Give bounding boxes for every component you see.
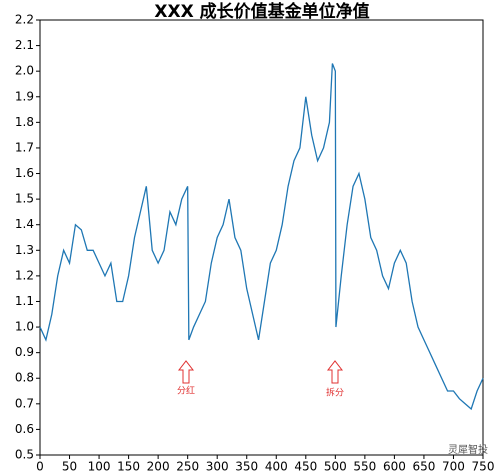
- x-tick-label: 600: [383, 460, 406, 474]
- y-tick-label: 0.6: [15, 422, 34, 436]
- x-tick-label: 250: [176, 460, 199, 474]
- y-tick-label: 1.5: [15, 192, 34, 206]
- x-tick-label: 700: [442, 460, 465, 474]
- x-tick-label: 650: [412, 460, 435, 474]
- x-tick-label: 300: [206, 460, 229, 474]
- y-tick-label: 1.7: [15, 140, 34, 154]
- x-tick-label: 50: [62, 460, 77, 474]
- x-tick-label: 550: [353, 460, 376, 474]
- watermark: 灵犀智投: [448, 443, 488, 456]
- x-tick-label: 100: [88, 460, 111, 474]
- y-tick-label: 0.7: [15, 396, 34, 410]
- x-tick-label: 150: [117, 460, 140, 474]
- x-tick-label: 450: [294, 460, 317, 474]
- plot-frame: [39, 19, 484, 456]
- y-tick-label: 1.2: [15, 268, 34, 282]
- y-tick-label: 1.1: [15, 294, 34, 308]
- x-tick-label: 750: [472, 460, 495, 474]
- y-tick-label: 1.0: [15, 320, 34, 334]
- chart-title: XXX 成长价值基金单位净值: [154, 1, 369, 22]
- y-tick-label: 2.0: [15, 64, 34, 78]
- y-tick-label: 0.8: [15, 371, 34, 385]
- y-tick-label: 0.9: [15, 345, 34, 359]
- y-tick-label: 2.1: [15, 38, 34, 52]
- y-tick-label: 1.4: [15, 217, 34, 231]
- annotation: 拆分: [326, 387, 344, 399]
- annotation-arrow: [177, 360, 344, 384]
- y-tick-label: 1.3: [15, 243, 34, 257]
- line-series: [39, 63, 484, 411]
- x-tick-label: 350: [235, 460, 258, 474]
- x-tick-label: 200: [147, 460, 170, 474]
- y-tick-label: 0.5: [15, 448, 34, 462]
- y-tick-label: 1.6: [15, 166, 34, 180]
- x-tick-label: 0: [36, 460, 44, 474]
- y-tick-label: 1.8: [15, 115, 34, 129]
- x-tick-label: 400: [265, 460, 288, 474]
- y-tick-label: 1.9: [15, 89, 34, 103]
- x-tick-label: 500: [324, 460, 347, 474]
- annotation: 分红: [177, 385, 195, 397]
- y-tick-label: 2.2: [15, 13, 34, 27]
